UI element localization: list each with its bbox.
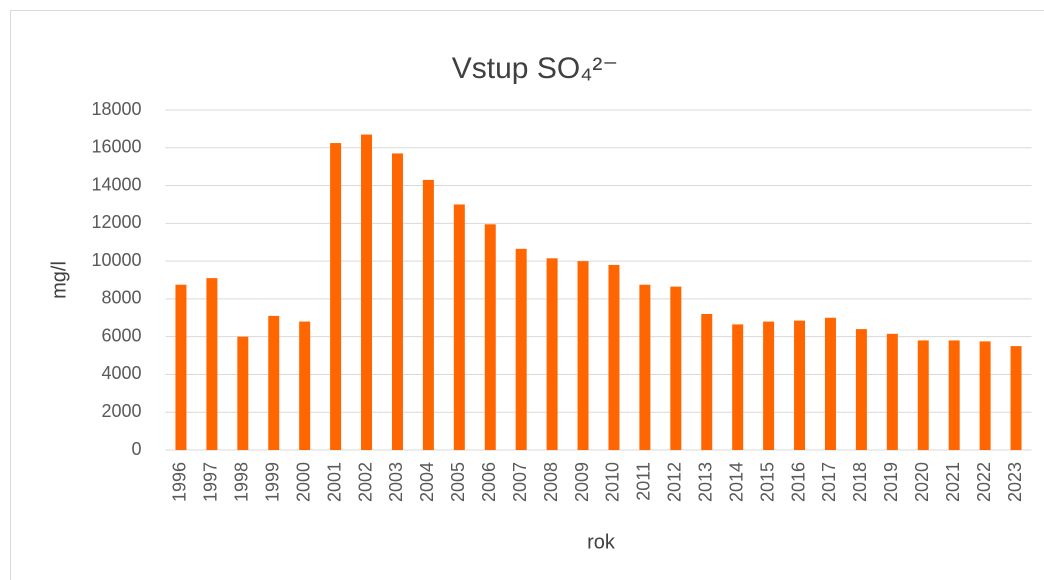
x-tick-label: 1998 — [232, 462, 252, 502]
bar — [330, 143, 342, 451]
bar — [979, 341, 991, 450]
y-tick-label: 14000 — [91, 174, 141, 194]
bar — [639, 284, 651, 450]
bar — [577, 261, 589, 450]
bar — [268, 315, 280, 450]
bar — [175, 284, 187, 450]
bar — [1010, 346, 1022, 450]
chart-title: Vstup SO₄²⁻ — [452, 52, 618, 85]
bar — [237, 336, 249, 450]
bar — [948, 340, 960, 450]
x-tick-label: 2008 — [541, 462, 561, 502]
bar — [670, 286, 682, 450]
bar — [422, 179, 434, 450]
y-tick-label: 6000 — [101, 325, 141, 345]
bar — [824, 317, 836, 450]
bar — [391, 153, 403, 450]
bar — [206, 278, 218, 450]
y-tick-label: 18000 — [91, 99, 141, 119]
x-tick-label: 2013 — [696, 462, 716, 502]
x-tick-label: 2002 — [355, 462, 375, 502]
x-tick-label: 2003 — [386, 462, 406, 502]
y-tick-label: 8000 — [101, 288, 141, 308]
bar — [917, 340, 929, 450]
bar — [361, 134, 373, 451]
bar — [453, 204, 465, 450]
y-tick-label: 0 — [131, 439, 141, 459]
bar — [701, 314, 713, 450]
x-tick-label: 2011 — [634, 462, 654, 501]
x-tick-label: 1997 — [201, 462, 221, 502]
x-tick-label: 2000 — [293, 462, 313, 502]
y-tick-label: 12000 — [91, 212, 141, 232]
x-tick-label: 1996 — [170, 462, 190, 502]
bar — [546, 258, 558, 450]
x-tick-label: 2016 — [788, 462, 808, 502]
y-axis-title: mg/l — [48, 261, 70, 299]
x-tick-label: 2009 — [572, 462, 592, 502]
y-tick-label: 2000 — [101, 401, 141, 421]
bar — [608, 264, 620, 450]
x-tick-label: 2018 — [850, 462, 870, 502]
chart-border — [10, 10, 1044, 580]
x-tick-label: 1999 — [263, 462, 283, 502]
x-tick-label: 2012 — [665, 462, 685, 502]
bar — [484, 224, 496, 450]
x-tick-label: 2007 — [510, 462, 530, 502]
bar — [794, 320, 806, 450]
x-tick-label: 2022 — [974, 462, 994, 502]
bar — [299, 321, 311, 450]
y-tick-label: 4000 — [101, 363, 141, 383]
x-tick-label: 2005 — [448, 462, 468, 502]
bar — [732, 324, 744, 450]
y-tick-label: 16000 — [91, 137, 141, 157]
bar — [763, 321, 775, 450]
x-tick-label: 2017 — [819, 462, 839, 502]
x-tick-label: 2015 — [757, 462, 777, 502]
x-tick-label: 2021 — [943, 462, 963, 502]
x-tick-label: 2001 — [324, 462, 344, 502]
x-tick-label: 2023 — [1005, 462, 1025, 502]
x-axis-title: rok — [587, 531, 616, 553]
y-tick-label: 10000 — [91, 250, 141, 270]
x-tick-label: 2006 — [479, 462, 499, 502]
x-tick-label: 2020 — [912, 462, 932, 502]
x-tick-label: 2004 — [417, 462, 437, 502]
x-tick-label: 2014 — [726, 462, 746, 502]
x-tick-label: 2010 — [603, 462, 623, 502]
bar — [515, 248, 527, 450]
bar — [886, 333, 898, 450]
x-tick-label: 2019 — [881, 462, 901, 502]
bar — [855, 329, 867, 450]
